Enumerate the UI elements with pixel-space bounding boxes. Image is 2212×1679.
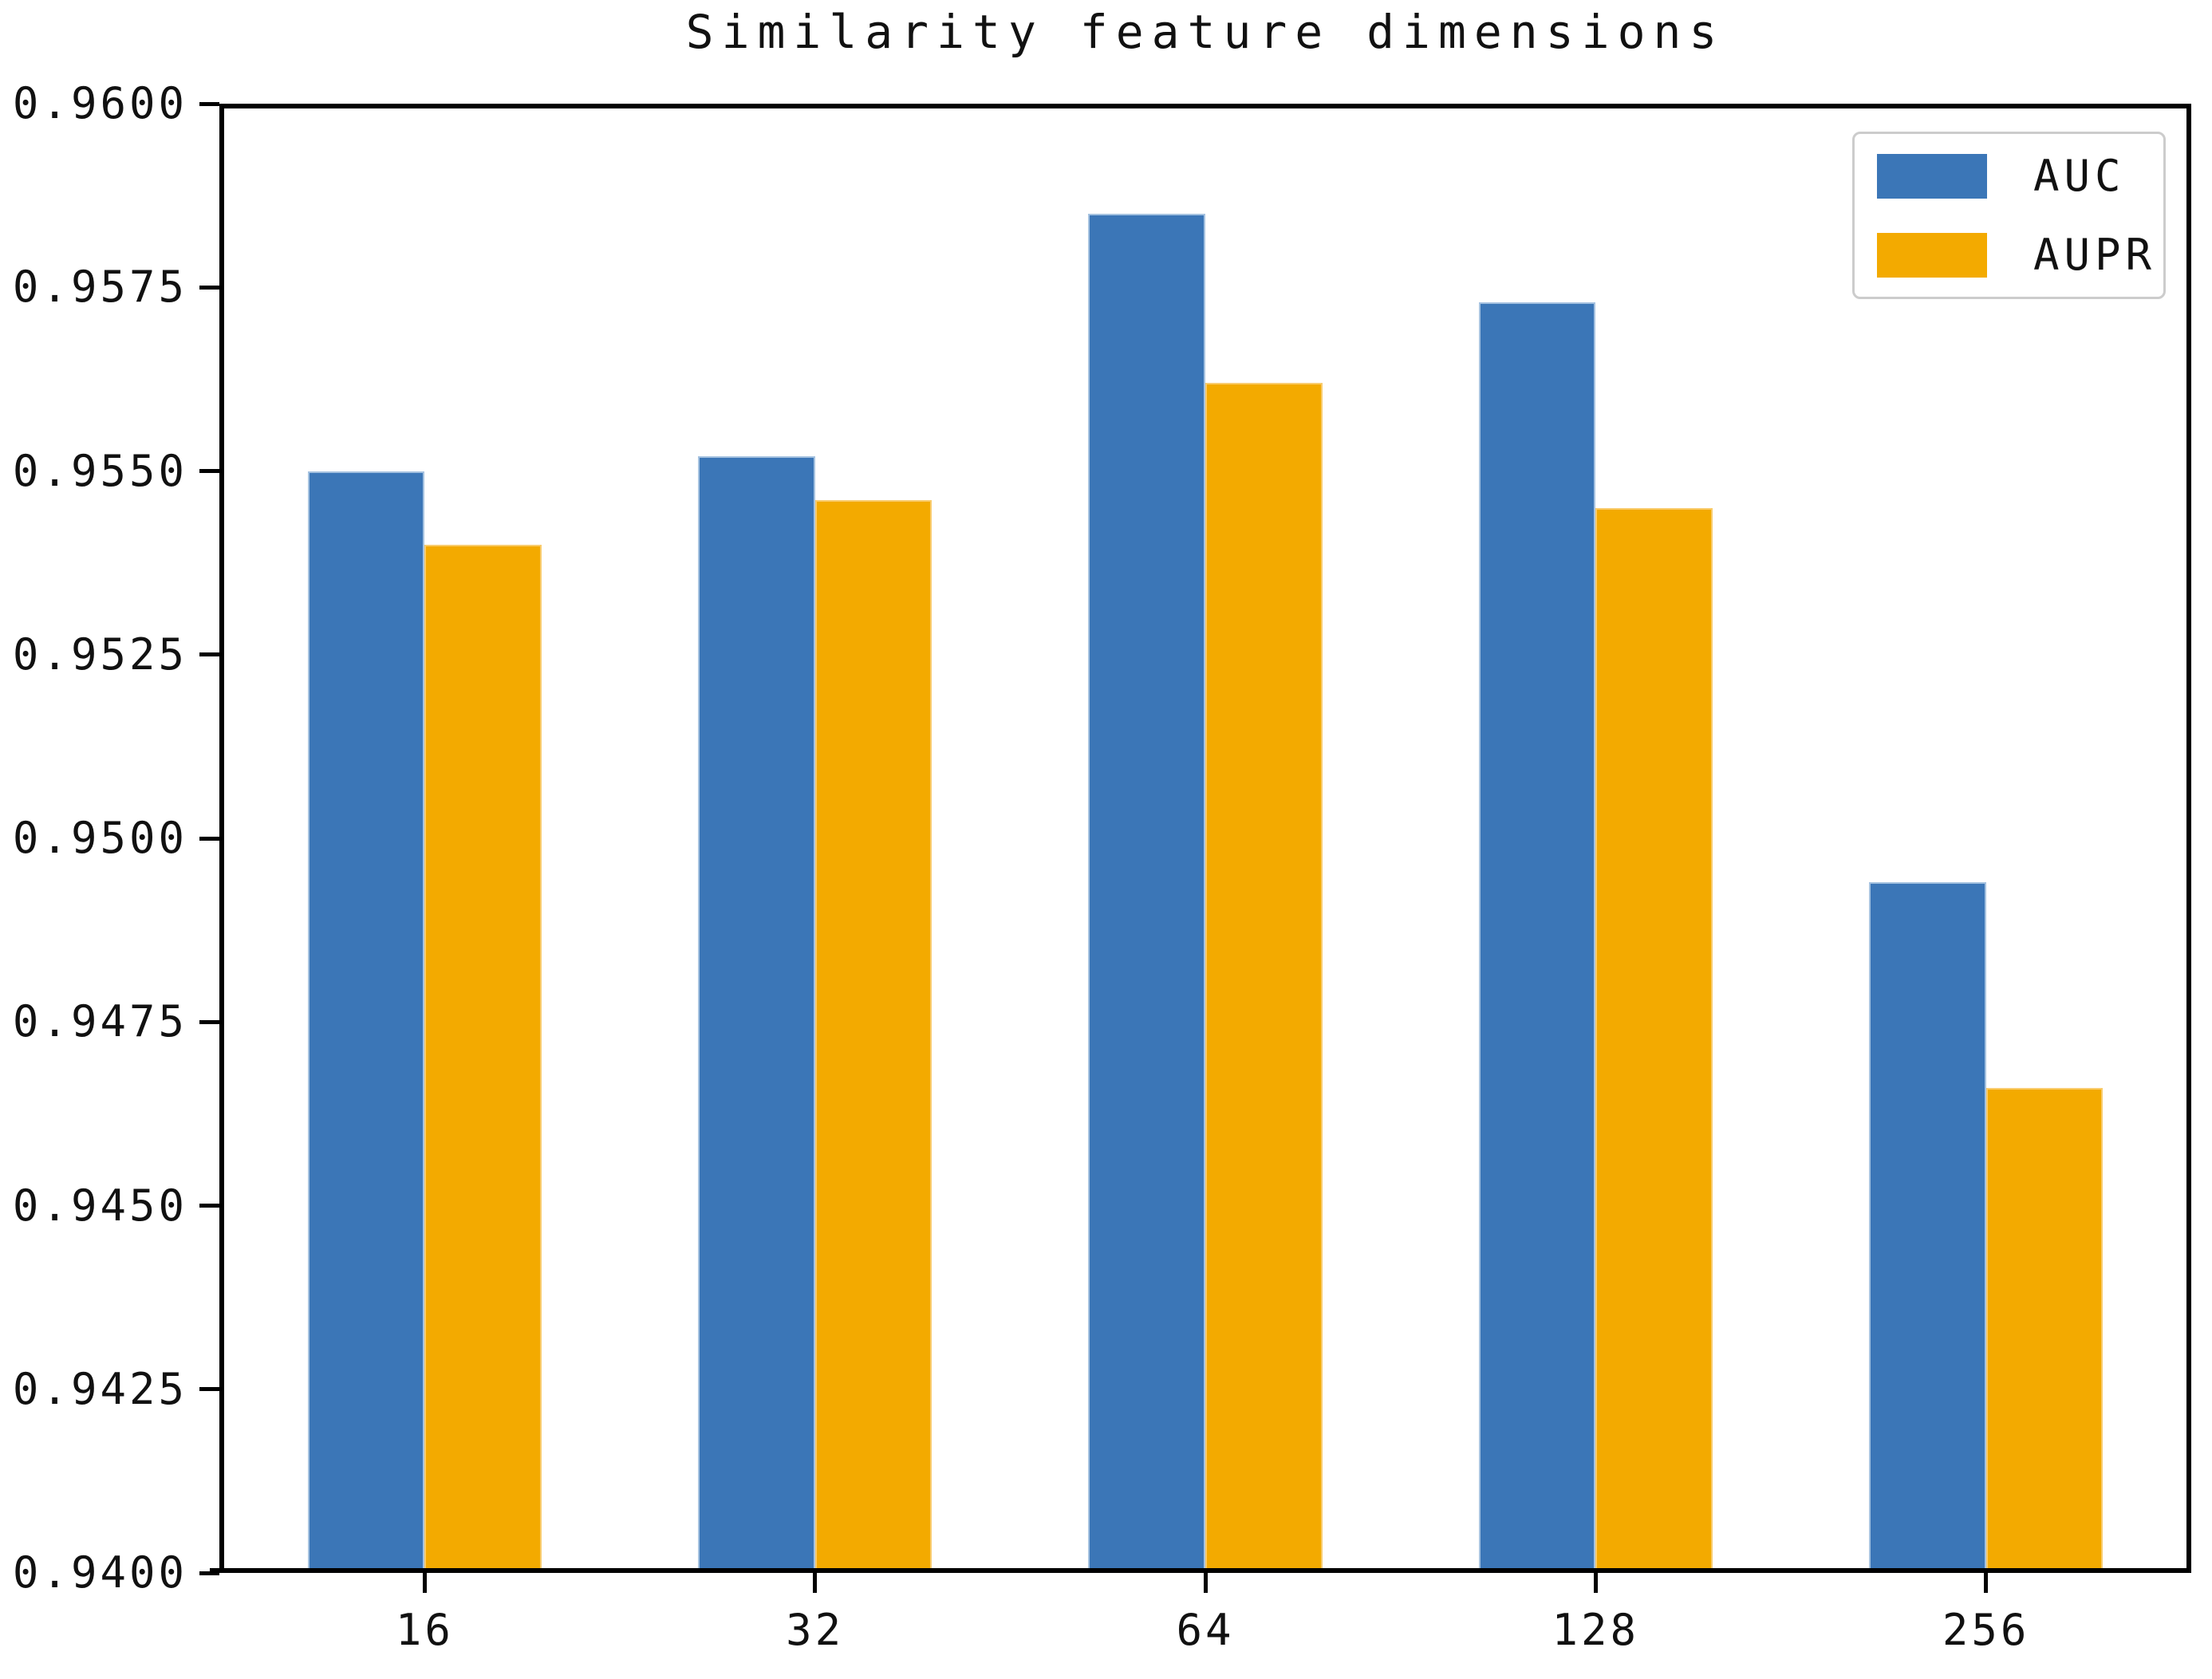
x-tick-label: 128 bbox=[1552, 1605, 1640, 1655]
legend: AUC AUPR bbox=[1852, 132, 2166, 299]
y-tick-label: 0.9550 bbox=[12, 445, 187, 496]
y-tick-0.9525 bbox=[199, 652, 219, 657]
chart-title: Similarity feature dimensions bbox=[685, 5, 1725, 59]
x-tick-64 bbox=[1203, 1573, 1208, 1593]
y-tick-0.9575 bbox=[199, 285, 219, 290]
legend-swatch-aupr bbox=[1877, 232, 1987, 278]
y-tick-0.9550 bbox=[199, 469, 219, 473]
y-tick-0.9400 bbox=[199, 1571, 219, 1575]
axis-spine-bottom bbox=[210, 1568, 2191, 1573]
bar-aupr-64 bbox=[1205, 383, 1323, 1568]
bar-auc-32 bbox=[697, 456, 815, 1568]
y-tick-0.9450 bbox=[199, 1204, 219, 1208]
x-tick-label: 256 bbox=[1942, 1605, 2030, 1655]
bar-aupr-128 bbox=[1595, 507, 1713, 1568]
y-tick-0.9425 bbox=[199, 1387, 219, 1392]
y-tick-label: 0.9525 bbox=[12, 629, 187, 680]
x-tick-label: 32 bbox=[786, 1605, 845, 1655]
y-tick-label: 0.9400 bbox=[12, 1547, 187, 1598]
bar-aupr-16 bbox=[424, 544, 542, 1568]
legend-row-auc: AUC bbox=[1877, 151, 2163, 201]
bar-auc-256 bbox=[1868, 882, 1986, 1568]
y-tick-label: 0.9450 bbox=[12, 1180, 187, 1231]
x-tick-32 bbox=[813, 1573, 818, 1593]
legend-row-aupr: AUPR bbox=[1877, 230, 2163, 280]
y-tick-0.9500 bbox=[199, 836, 219, 841]
bar-auc-128 bbox=[1478, 302, 1596, 1568]
y-tick-0.9475 bbox=[199, 1019, 219, 1024]
plot-area bbox=[210, 104, 2191, 1573]
x-tick-label: 16 bbox=[395, 1605, 454, 1655]
x-tick-16 bbox=[422, 1573, 427, 1593]
bar-auc-64 bbox=[1088, 214, 1205, 1568]
bar-aupr-256 bbox=[1985, 1088, 2104, 1568]
y-tick-label: 0.9500 bbox=[12, 813, 187, 863]
y-tick-label: 0.9575 bbox=[12, 262, 187, 313]
bar-auc-16 bbox=[307, 471, 425, 1568]
y-tick-label: 0.9425 bbox=[12, 1363, 187, 1414]
x-tick-256 bbox=[1984, 1573, 1989, 1593]
y-tick-0.9600 bbox=[199, 101, 219, 106]
x-tick-label: 64 bbox=[1176, 1605, 1235, 1655]
legend-label-auc: AUC bbox=[2033, 151, 2126, 201]
y-tick-label: 0.9475 bbox=[12, 996, 187, 1047]
y-tick-label: 0.9600 bbox=[12, 78, 187, 128]
legend-swatch-auc bbox=[1877, 153, 1987, 199]
x-tick-128 bbox=[1593, 1573, 1598, 1593]
bar-aupr-32 bbox=[814, 500, 933, 1568]
axis-spine-left bbox=[219, 104, 224, 1573]
legend-label-aupr: AUPR bbox=[2033, 230, 2157, 280]
axis-spine-right bbox=[2186, 104, 2191, 1573]
axis-spine-top bbox=[219, 104, 2191, 108]
